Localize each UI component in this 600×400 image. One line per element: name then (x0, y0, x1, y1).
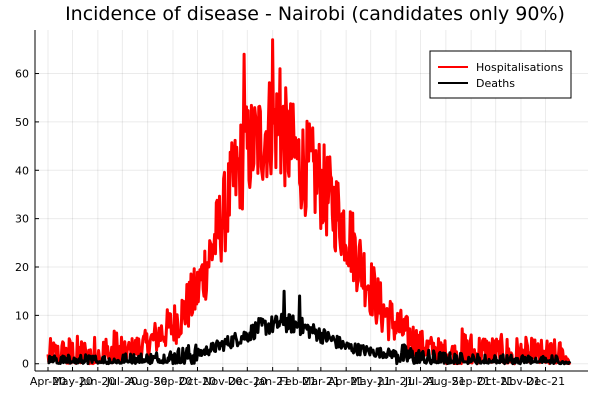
legend-label: Deaths (476, 77, 515, 90)
x-tick-label: Jan-21 (254, 375, 290, 388)
x-tick-label: Jun-21 (377, 375, 413, 388)
grid (35, 30, 588, 371)
series-line-hospitalisations (46, 38, 572, 366)
y-tick-label: 30 (15, 213, 29, 226)
series-layer (46, 38, 572, 366)
x-ticks: Apr-20May-20Jun-20Jul-20Aug-20Sep-20Oct-… (30, 367, 565, 388)
series-line-deaths (47, 289, 572, 366)
legend: Hospitalisations Deaths (429, 50, 572, 99)
x-tick-label: Sep-20 (154, 375, 193, 388)
x-tick-label: Nov-21 (501, 375, 540, 388)
x-tick-label: Jun-20 (79, 375, 115, 388)
x-tick-label: Aug-21 (426, 375, 465, 388)
x-tick-label: Apr-21 (328, 375, 364, 388)
x-tick-label: Jul-20 (106, 375, 138, 388)
y-tick-label: 10 (15, 309, 29, 322)
x-tick-label: Jul-21 (404, 375, 436, 388)
x-tick-label: Aug-20 (128, 375, 167, 388)
x-tick-label: Nov-20 (203, 375, 242, 388)
y-tick-label: 0 (22, 358, 29, 371)
x-tick-label: May-21 (350, 375, 391, 388)
x-tick-label: Oct-21 (477, 375, 514, 388)
y-tick-label: 20 (15, 261, 29, 274)
x-tick-label: Sep-21 (452, 375, 491, 388)
x-tick-label: Feb-21 (279, 375, 316, 388)
x-tick-label: Dec-20 (228, 375, 267, 388)
y-tick-label: 40 (15, 164, 29, 177)
x-tick-label: Oct-20 (179, 375, 216, 388)
x-tick-label: Apr-20 (30, 375, 66, 388)
chart-title: Incidence of disease - Nairobi (candidat… (65, 3, 565, 25)
x-tick-label: May-20 (52, 375, 93, 388)
y-ticks: 0 10 20 30 40 50 60 (15, 68, 39, 371)
y-tick-label: 60 (15, 68, 29, 81)
x-tick-label: Mar-21 (302, 375, 340, 388)
x-tick-label: Dec-21 (526, 375, 565, 388)
y-tick-label: 50 (15, 116, 29, 129)
legend-label: Hospitalisations (476, 61, 563, 74)
legend-box (429, 50, 572, 99)
